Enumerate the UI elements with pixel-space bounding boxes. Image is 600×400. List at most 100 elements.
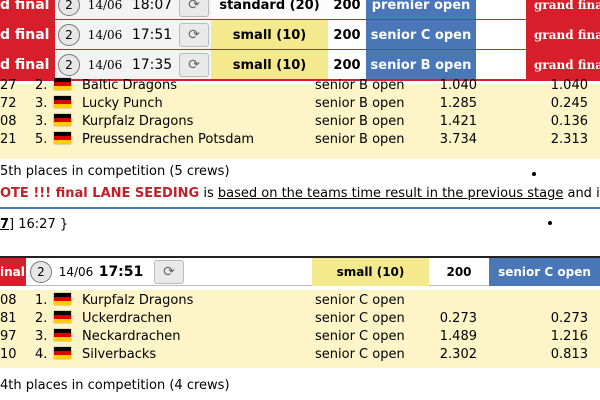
grand-final-label[interactable]: grand final [526,20,600,50]
german-flag-icon [54,311,71,323]
time-diff: 0.273 [550,311,588,326]
team-category: senior B open [315,114,405,129]
boat-category: small (10) [211,50,328,80]
refresh-icon[interactable]: ⟳ [154,260,184,284]
table-row[interactable]: 10 4. Silverbacks senior C open 2.302 0.… [0,346,600,364]
division-label[interactable]: premier open [366,0,476,20]
team-name[interactable]: Baltic Dragons [82,78,178,93]
grand-final-label[interactable]: grand final [526,50,600,80]
team-name[interactable]: Neckardrachen [82,329,181,344]
refresh-icon[interactable]: ⟳ [179,0,209,17]
team-name[interactable]: Uckerdrachen [82,311,173,326]
timestamp-text: ] 16:27 } [9,217,69,232]
refresh-icon[interactable]: ⟳ [179,53,209,77]
time-diff: 0.136 [550,114,588,129]
bullet-dot [532,172,536,176]
team-category: senior B open [315,78,405,93]
race-distance: 200 [446,265,472,279]
time-gap: 0.273 [439,311,477,326]
boat-category: standard (20) [211,0,328,20]
race-time: 17:35 [127,50,177,80]
time-gap: 1.489 [439,329,477,344]
grand-final-label[interactable]: grand final [526,0,600,20]
team-category: senior C open [315,293,405,308]
time-diff: 0.813 [550,347,588,362]
time-diff: 1.216 [550,329,588,344]
bullet-dot [548,221,552,225]
time-gap: 1.421 [439,114,477,129]
places-summary: 4th places in competition (4 crews) [0,378,230,393]
team-category: senior B open [315,132,405,147]
table-row[interactable]: 08 3. Kurpfalz Dragons senior B open 1.4… [0,113,600,131]
race-distance: 200 [328,50,366,80]
german-flag-icon [54,293,71,305]
boat-category: small (10) [211,20,328,50]
team-category: senior C open [315,311,405,326]
lane-number-badge: 2 [58,24,80,46]
lane-number-badge: 2 [58,54,80,76]
stage-label: inal [0,258,26,286]
lane-number-badge: 2 [30,261,52,283]
race-date: 14/06 [58,265,94,279]
german-flag-icon [54,78,71,90]
team-category: senior C open [315,347,405,362]
stage-label: d final [0,20,55,50]
division-label[interactable]: senior C open [489,258,600,286]
team-name[interactable]: Silverbacks [82,347,157,362]
race-date: 14/06 [83,50,127,80]
places-summary: 5th places in competition (5 crews) [0,164,230,179]
divider [0,207,600,209]
time-diff: 0.245 [550,96,588,111]
refresh-icon[interactable]: ⟳ [179,23,209,47]
crew-id: 27 [0,78,17,93]
rank: 5. [35,132,48,147]
result-link[interactable]: 7 [0,217,10,232]
table-row[interactable]: 08 1. Kurpfalz Dragons senior C open [0,292,600,310]
time-diff: 2.313 [550,132,588,147]
lane-seeding-note: OTE !!! final LANE SEEDING is based on t… [0,186,600,201]
team-category: senior B open [315,96,405,111]
division-label[interactable]: senior B open [366,50,476,80]
crew-id: 08 [0,114,17,129]
results-table-senior-b: 27 2. Baltic Dragons senior B open 1.040… [0,78,600,159]
note-is: is [199,186,218,201]
rank: 3. [35,329,48,344]
crew-id: 72 [0,96,17,111]
heat-header-row: d final 2 14/06 18:07 ⟳ standard (20) 20… [0,0,600,20]
rank: 4. [35,347,48,362]
team-name[interactable]: Lucky Punch [82,96,163,111]
boat-category: small (10) [312,258,429,286]
crew-id: 97 [0,329,17,344]
time-diff: 1.040 [550,78,588,93]
crew-id: 08 [0,293,17,308]
note-suffix: and is n [567,186,600,201]
time-gap: 3.734 [439,132,477,147]
race-distance: 200 [328,0,366,20]
race-time: 17:51 [127,20,177,50]
team-name[interactable]: Preussendrachen Potsdam [82,132,255,147]
stage-label: d final [0,0,55,20]
note-underlined-text[interactable]: based on the teams time result in the pr… [217,186,564,201]
race-date: 14/06 [83,20,127,50]
rank: 3. [35,114,48,129]
rank: 2. [35,78,48,93]
table-row[interactable]: 97 3. Neckardrachen senior C open 1.489 … [0,328,600,346]
race-distance: 200 [328,20,366,50]
crew-id: 21 [0,132,17,147]
table-row[interactable]: 81 2. Uckerdrachen senior C open 0.273 0… [0,310,600,328]
team-name[interactable]: Kurpfalz Dragons [82,114,194,129]
heat-header-row: d final 2 14/06 17:51 ⟳ small (10) 200 s… [0,20,600,50]
team-name[interactable]: Kurpfalz Dragons [82,293,194,308]
german-flag-icon [54,114,71,126]
table-row[interactable]: 27 2. Baltic Dragons senior B open 1.040… [0,77,600,95]
race-time: 18:07 [127,0,177,20]
time-gap: 1.040 [439,78,477,93]
german-flag-icon [54,329,71,341]
lane-number-badge: 2 [58,0,80,16]
race-date: 14/06 [83,0,127,20]
table-row[interactable]: 21 5. Preussendrachen Potsdam senior B o… [0,131,600,149]
stage-label: d final [0,50,55,80]
table-row[interactable]: 72 3. Lucky Punch senior B open 1.285 0.… [0,95,600,113]
division-label[interactable]: senior C open [366,20,476,50]
german-flag-icon [54,96,71,108]
